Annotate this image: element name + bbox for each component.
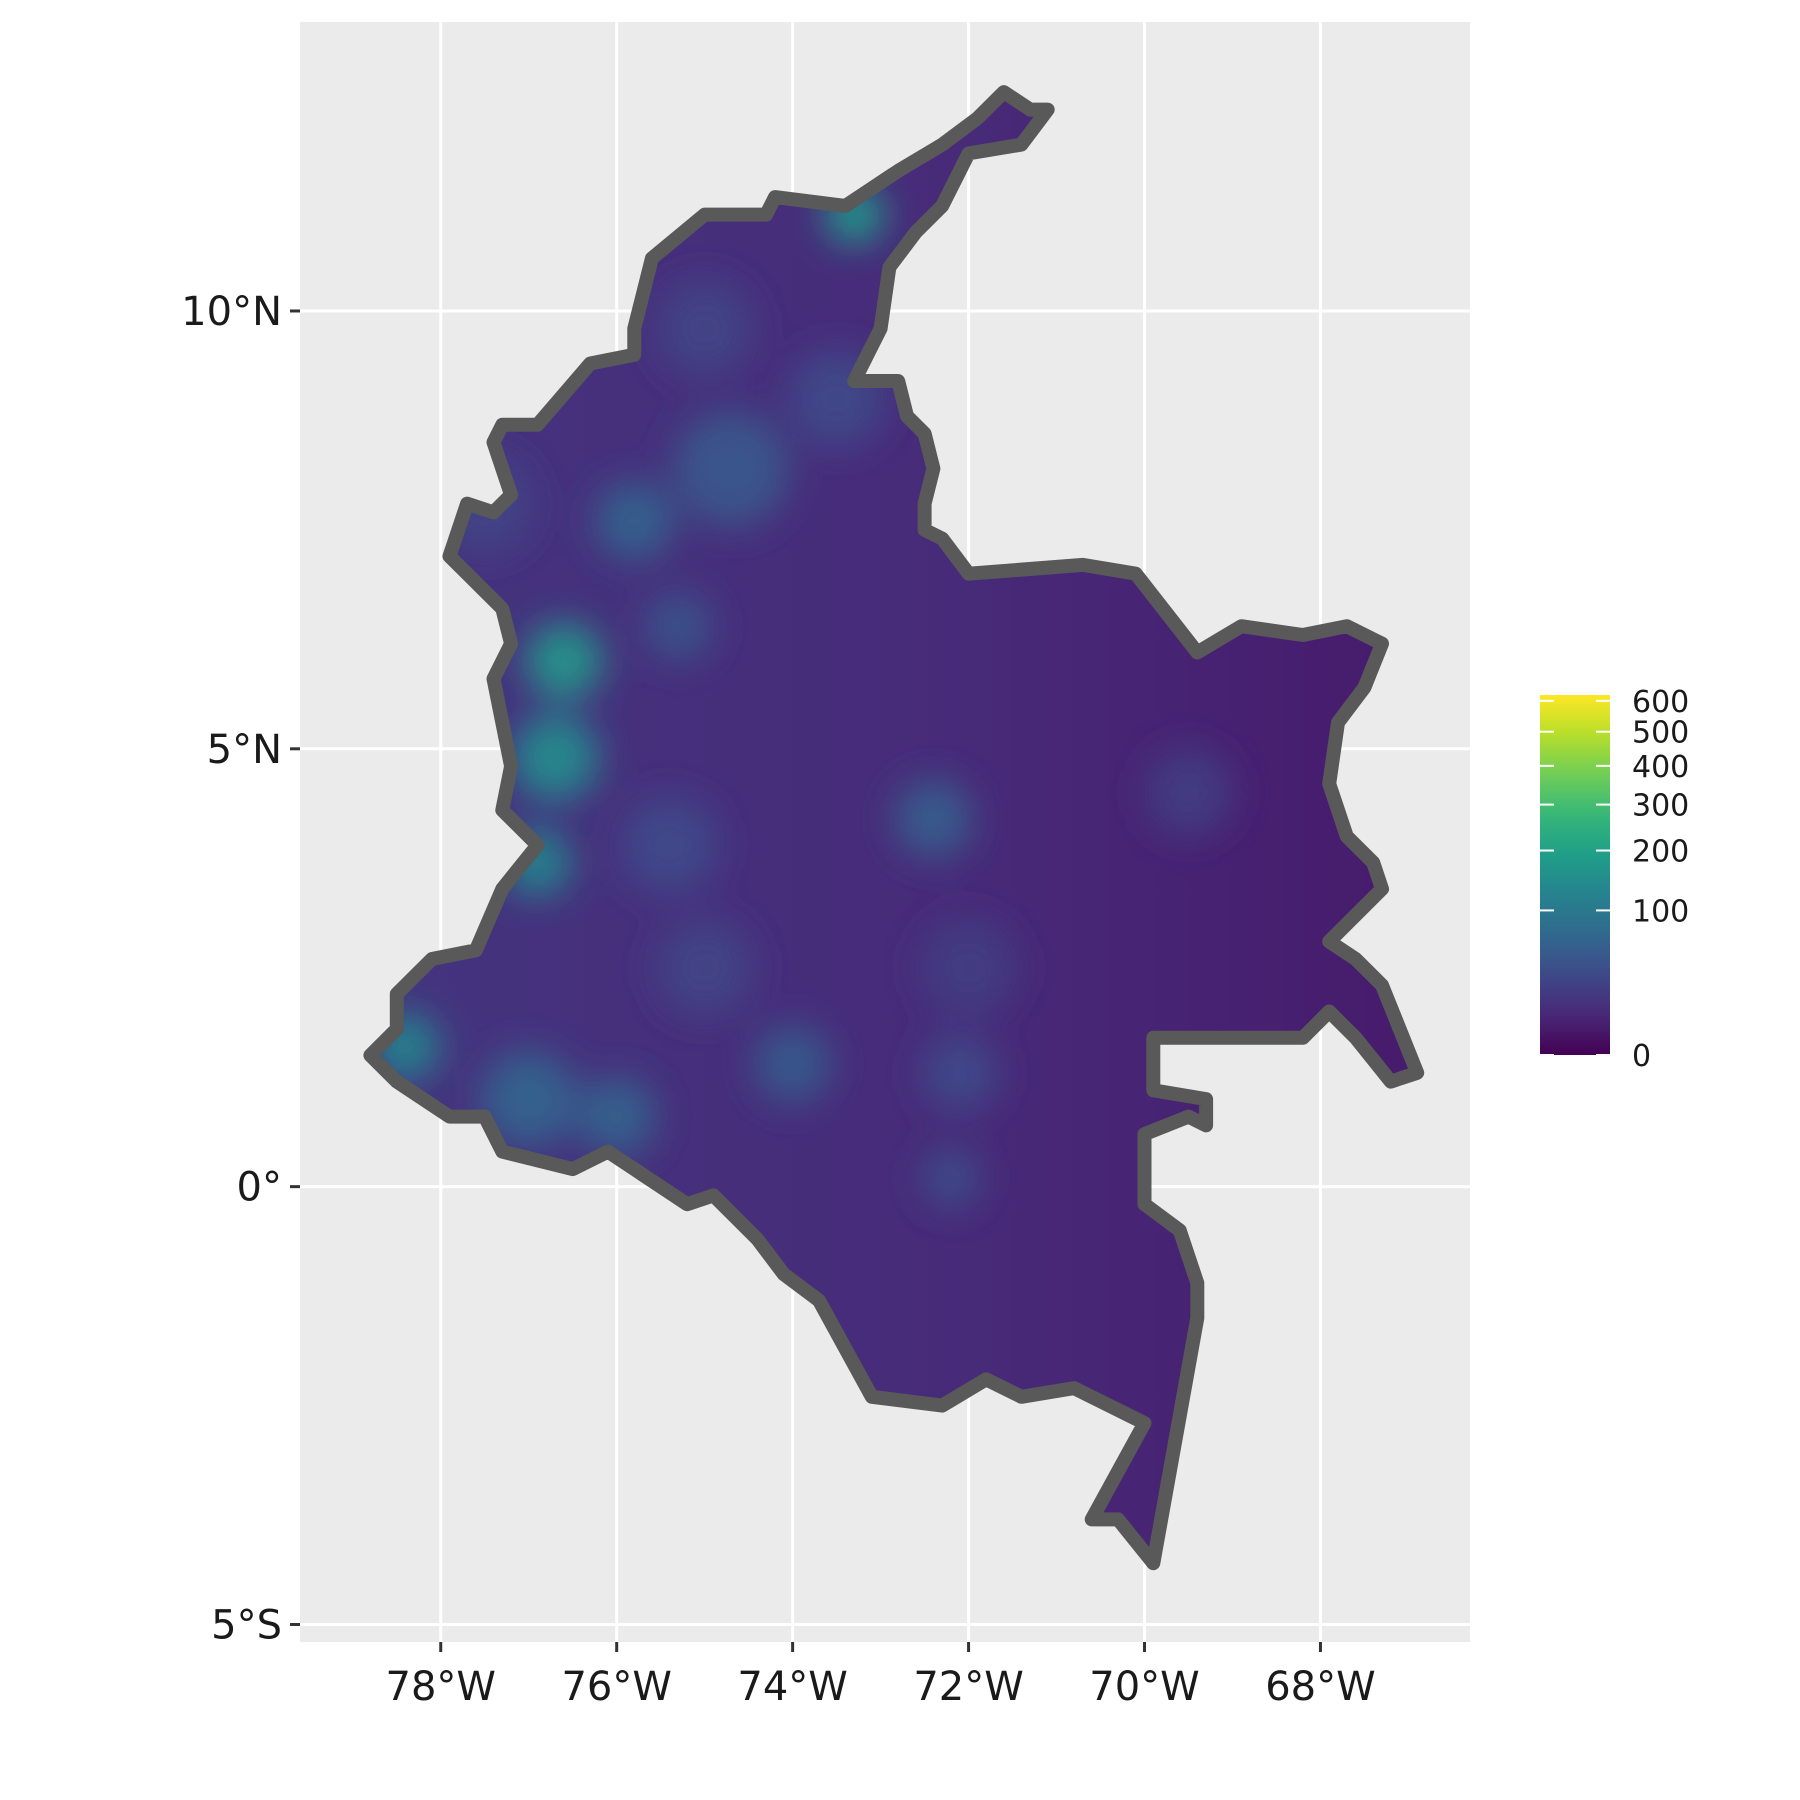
lat-tick-label: 0°: [237, 1165, 282, 1211]
intensity-hotspot: [672, 410, 790, 527]
intensity-hotspot: [753, 1025, 832, 1103]
intensity-hotspot: [921, 1034, 999, 1112]
intensity-hotspot: [480, 1050, 578, 1148]
intensity-hotspot: [595, 482, 673, 560]
colorbar-label: 400: [1632, 750, 1689, 785]
colorbar-label: 100: [1632, 894, 1689, 929]
intensity-hotspot: [577, 1077, 656, 1156]
lon-tick-label: 70°W: [1089, 1664, 1199, 1710]
intensity-hotspot: [920, 919, 1017, 1017]
country-boundary: [363, 85, 1425, 1571]
lat-tick-label: 10°N: [181, 289, 282, 335]
latitude-axis: 10°N 5°N 0° 5°S: [181, 289, 300, 1648]
colorbar: [1540, 695, 1610, 1055]
colorbar-label: 0: [1632, 1039, 1651, 1074]
intensity-hotspot: [656, 919, 754, 1017]
intensity-hotspot: [644, 592, 713, 661]
colorbar-label: 300: [1632, 789, 1689, 824]
lon-tick-label: 72°W: [913, 1664, 1023, 1710]
lat-tick-label: 5°S: [211, 1602, 282, 1648]
intensity-hotspot: [656, 280, 754, 377]
lon-tick-label: 76°W: [561, 1664, 671, 1710]
lon-tick-label: 78°W: [386, 1664, 496, 1710]
intensity-hotspot: [921, 1148, 980, 1207]
intensity-hotspot: [621, 796, 718, 894]
longitude-axis: 78°W 76°W 74°W 72°W 70°W 68°W: [386, 1642, 1376, 1710]
colorbar-label: 600: [1632, 685, 1689, 720]
intensity-hotspot: [511, 714, 599, 802]
lon-tick-label: 68°W: [1265, 1664, 1375, 1710]
intensity-hotspot: [894, 780, 973, 858]
intensity-hotspot: [525, 622, 603, 700]
colorbar-label: 500: [1632, 716, 1689, 751]
colorbar-label: 200: [1632, 835, 1689, 870]
lon-tick-label: 74°W: [737, 1664, 847, 1710]
lat-tick-label: 5°N: [207, 727, 282, 773]
intensity-hotspot: [1144, 749, 1232, 837]
